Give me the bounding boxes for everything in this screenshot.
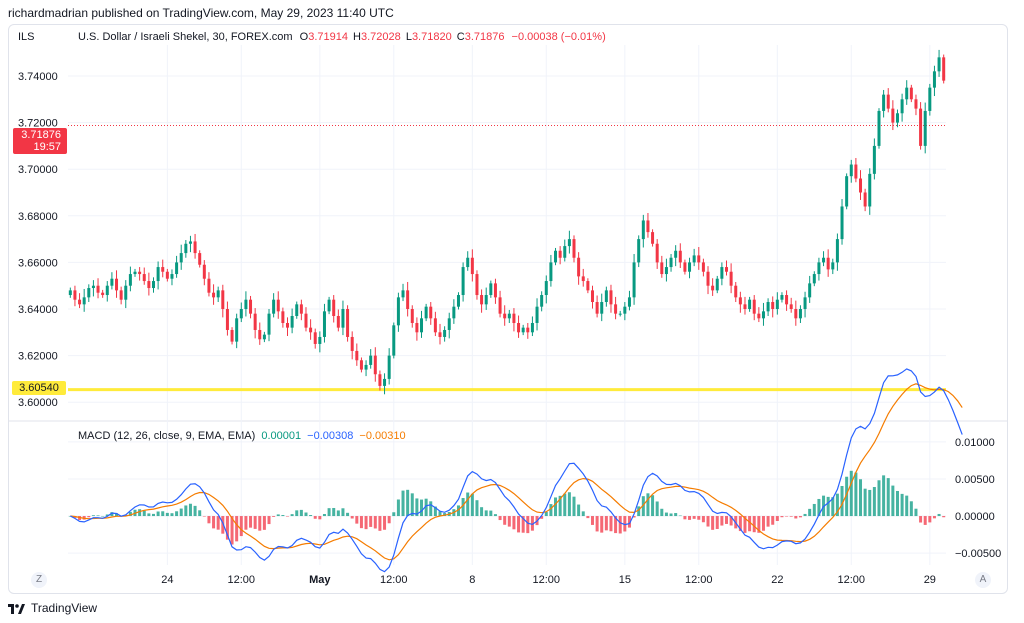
- price-legend: U.S. Dollar / Israeli Shekel, 30, FOREX.…: [78, 31, 606, 43]
- macd-legend-macd: −0.00308: [307, 430, 354, 442]
- legend-c-value: 3.71876: [464, 31, 505, 43]
- legend-h-label: H: [353, 31, 361, 43]
- legend-l-label: L: [405, 31, 412, 43]
- legend-h-value: 3.72028: [360, 31, 401, 43]
- macd-legend-histogram: 0.00001: [261, 430, 302, 442]
- legend-c-label: C: [456, 31, 465, 43]
- bar-countdown: 19:57: [33, 141, 61, 153]
- legend-title[interactable]: U.S. Dollar / Israeli Shekel, 30, FOREX.…: [78, 31, 293, 43]
- symbol-label[interactable]: ILS: [18, 31, 35, 43]
- legend-l-value: 3.71820: [411, 31, 452, 43]
- legend-o-value: 3.71914: [308, 31, 348, 43]
- current-price-value: 3.71876: [21, 129, 61, 141]
- tradingview-logo-icon: [8, 603, 26, 614]
- current-price-badge: 3.71876 19:57: [13, 128, 67, 154]
- published-note: richardmadrian published on TradingView.…: [8, 6, 394, 20]
- zoom-reset-button[interactable]: Z: [31, 572, 47, 588]
- legend-change: −0.00038 (−0.01%): [511, 31, 606, 43]
- macd-legend-signal: −0.00310: [359, 430, 406, 442]
- legend-o-label: O: [299, 31, 309, 43]
- auto-scale-button[interactable]: A: [975, 572, 991, 588]
- chart-frame: [8, 24, 1008, 594]
- level-price-badge[interactable]: 3.60540: [12, 381, 66, 395]
- macd-legend-title[interactable]: MACD (12, 26, close, 9, EMA, EMA): [78, 430, 256, 442]
- footer-brand[interactable]: TradingView: [8, 601, 97, 615]
- macd-legend: MACD (12, 26, close, 9, EMA, EMA) 0.0000…: [78, 430, 406, 442]
- footer-brand-name: TradingView: [31, 601, 98, 615]
